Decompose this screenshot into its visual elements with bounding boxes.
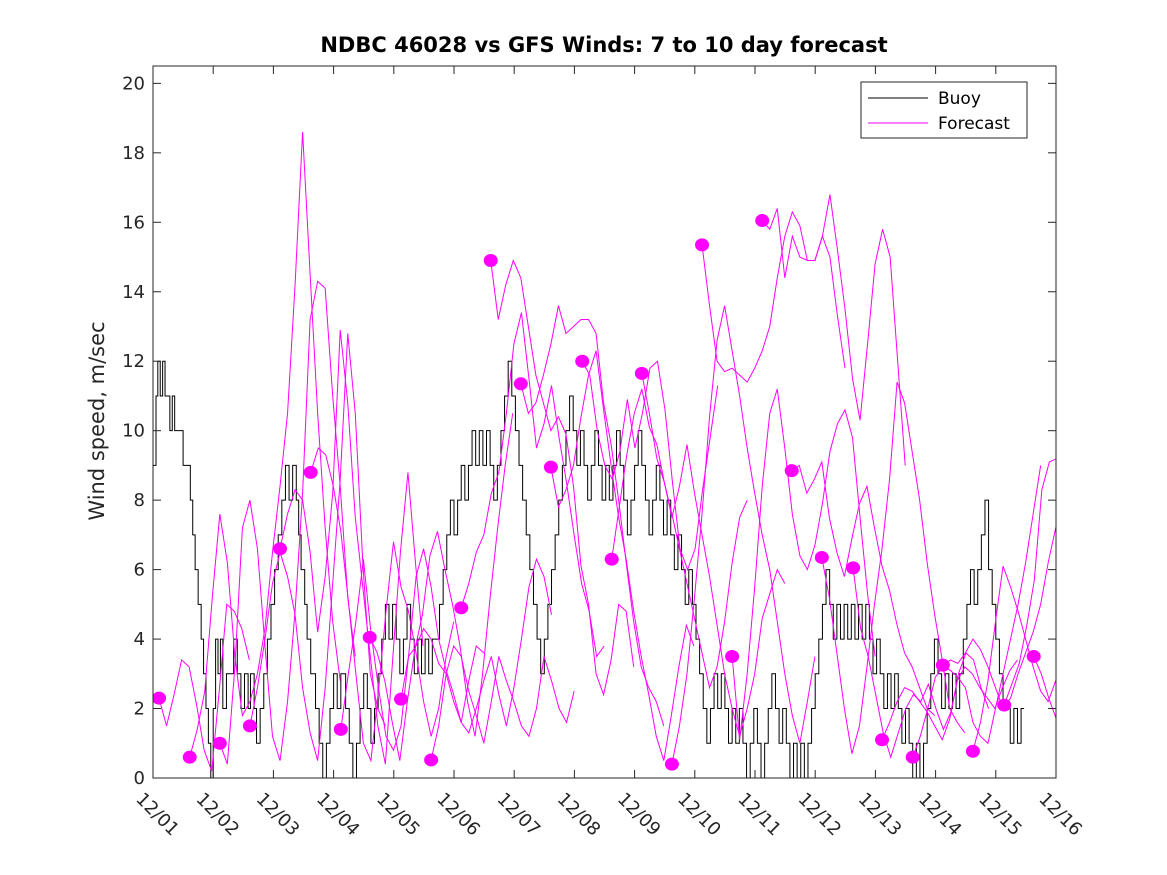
y-tick-label: 4 xyxy=(134,629,145,650)
y-tick-label: 10 xyxy=(122,421,145,442)
forecast-line xyxy=(158,603,250,772)
forecast-start-marker xyxy=(513,377,528,391)
forecast-start-marker xyxy=(242,719,257,733)
forecast-start-marker xyxy=(1026,649,1041,663)
forecast-start-marker xyxy=(333,722,348,736)
x-tick-label: 12/13 xyxy=(854,789,906,841)
plot-frame xyxy=(152,65,1057,779)
y-axis: 0 2 4 6 8 10 12 14 16 18 20 xyxy=(122,73,1056,789)
forecast-line xyxy=(1003,458,1056,706)
forecast-line xyxy=(400,557,553,734)
x-tick-label: 12/07 xyxy=(493,789,545,841)
x-tick-label: 12/15 xyxy=(974,789,1026,841)
forecast-start-marker xyxy=(846,561,861,575)
forecast-line xyxy=(490,259,635,697)
x-tick-label: 12/08 xyxy=(553,789,605,841)
buoy-line xyxy=(153,360,1025,778)
legend-box xyxy=(860,81,1028,139)
forecast-start-marker xyxy=(362,630,377,644)
forecast-line xyxy=(671,305,816,765)
forecast-start-marker xyxy=(997,698,1012,712)
forecast-start-marker xyxy=(935,658,950,672)
forecast-line xyxy=(310,447,455,763)
x-tick-label: 12/04 xyxy=(312,789,364,841)
forecast-start-marker xyxy=(725,649,740,663)
x-tick-label: 12/03 xyxy=(252,789,304,841)
y-tick-label: 20 xyxy=(122,73,145,94)
forecast-line xyxy=(852,567,990,759)
x-tick-label: 12/10 xyxy=(673,789,725,841)
forecast-line xyxy=(189,131,341,758)
forecast-start-marker xyxy=(153,691,167,705)
forecast-line xyxy=(912,465,1042,758)
forecast-line xyxy=(460,312,605,658)
x-tick-label: 12/12 xyxy=(794,789,846,841)
forecast-start-marker xyxy=(814,550,829,564)
forecast-line xyxy=(821,381,966,754)
forecast-start-marker xyxy=(604,552,619,566)
x-tick-label: 12/02 xyxy=(192,789,244,841)
y-tick-label: 14 xyxy=(122,282,145,303)
forecast-line xyxy=(279,329,424,765)
x-axis: 12/01 12/02 12/03 12/04 12/05 12/06 12/07 12/08… xyxy=(131,66,1086,840)
x-tick-label: 12/16 xyxy=(1034,789,1086,841)
y-tick-label: 18 xyxy=(122,143,145,164)
forecast-line xyxy=(550,350,695,761)
y-tick-label: 6 xyxy=(134,560,145,581)
forecast-line xyxy=(881,659,1018,742)
y-tick-label: 2 xyxy=(134,699,145,720)
forecast-line xyxy=(520,305,665,727)
x-tick-label: 12/09 xyxy=(613,789,665,841)
forecast-start-marker xyxy=(784,464,799,478)
forecast-line xyxy=(731,388,876,740)
y-tick-label: 12 xyxy=(122,351,145,372)
forecast-start-marker xyxy=(483,253,498,267)
y-tick-label: 8 xyxy=(134,490,145,511)
legend-label-forecast: Forecast xyxy=(938,114,1010,134)
x-tick-label: 12/06 xyxy=(432,789,484,841)
y-tick-label: 16 xyxy=(122,212,145,233)
forecast-line xyxy=(249,333,386,761)
forecast-start-marker xyxy=(303,465,318,479)
forecast-start-marker xyxy=(575,354,590,368)
y-tick-label: 0 xyxy=(134,768,145,789)
x-tick-label: 12/01 xyxy=(131,789,183,841)
forecast-line xyxy=(581,360,719,572)
forecast-line xyxy=(369,413,514,761)
forecast-line xyxy=(701,210,846,383)
forecast-start-marker xyxy=(543,460,558,474)
forecast-line xyxy=(641,373,786,739)
forecast-line xyxy=(430,644,575,761)
forecast-start-marker xyxy=(965,744,980,758)
legend: Buoy Forecast xyxy=(860,81,1028,139)
forecast-start-marker xyxy=(212,736,227,750)
forecast-line xyxy=(942,524,1056,710)
forecast-line xyxy=(972,565,1056,752)
forecast-line xyxy=(219,280,356,765)
x-tick-label: 12/05 xyxy=(372,789,424,841)
y-axis-label: Wind speed, m/sec xyxy=(85,321,109,520)
forecast-line xyxy=(791,460,936,716)
forecast-start-marker xyxy=(905,750,920,764)
x-tick-label: 12/14 xyxy=(914,789,966,841)
forecast-line xyxy=(761,194,906,466)
series-layer xyxy=(153,131,1056,778)
forecast-line xyxy=(611,388,748,690)
forecast-start-marker xyxy=(454,601,469,615)
x-tick-label: 12/11 xyxy=(733,789,785,841)
legend-label-buoy: Buoy xyxy=(938,89,981,109)
forecast-start-marker xyxy=(634,366,649,380)
forecast-start-marker xyxy=(273,542,288,556)
forecast-start-marker xyxy=(182,750,197,764)
chart-title: NDBC 46028 vs GFS Winds: 7 to 10 day for… xyxy=(320,33,887,57)
forecast-start-marker xyxy=(394,692,409,706)
forecast-start-marker xyxy=(664,757,679,771)
forecast-start-marker xyxy=(755,214,770,228)
forecast-start-marker xyxy=(875,733,890,747)
forecast-start-marker xyxy=(695,238,710,252)
forecast-start-marker xyxy=(424,753,439,767)
forecast-line xyxy=(1033,656,1056,720)
